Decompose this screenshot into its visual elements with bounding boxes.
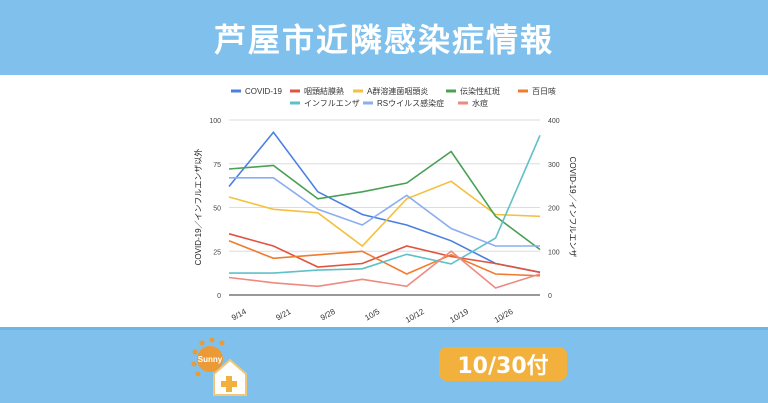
y-tick-right: 200 — [548, 206, 560, 213]
legend-label: 百日咳 — [532, 86, 556, 96]
footer — [0, 327, 768, 403]
series-line-7 — [228, 250, 541, 289]
y-tick-left: 25 — [213, 249, 221, 256]
logo-text: Sunny — [198, 355, 223, 364]
y-tick-right: 400 — [548, 118, 560, 125]
series-line-6 — [229, 177, 540, 247]
x-tick-label: 10/12 — [404, 307, 426, 325]
y-tick-left: 0 — [217, 293, 221, 300]
series-line-1 — [228, 233, 541, 274]
date-badge: 10/30付 — [439, 347, 567, 381]
x-tick-label: 9/28 — [319, 307, 337, 323]
series-line-4 — [228, 240, 541, 277]
y-tick-right: 300 — [548, 162, 560, 169]
y-tick-right: 100 — [548, 249, 560, 256]
sunny-logo: Sunny — [190, 337, 250, 398]
x-tick-label: 10/5 — [363, 307, 381, 323]
series-line-0 — [228, 131, 541, 274]
legend-label: RSウイルス感染症 — [377, 98, 444, 108]
y-axis-label-right: COVID-19／インフルエンザ — [568, 157, 577, 258]
series-line-3 — [228, 150, 541, 251]
y-axis-label-left: COVID-19／インフルエンザ以外 — [193, 149, 203, 266]
x-tick-label: 10/26 — [493, 307, 515, 325]
x-tick-label: 10/19 — [448, 307, 470, 325]
legend-label: A群溶連菌咽頭炎 — [367, 86, 428, 96]
x-tick-label: 9/14 — [230, 307, 248, 323]
legend-label: 伝染性紅斑 — [460, 86, 500, 96]
legend-label: 水痘 — [472, 98, 488, 108]
x-tick-label: 9/21 — [274, 307, 292, 323]
legend-label: COVID-19 — [245, 87, 282, 96]
y-tick-right: 0 — [548, 293, 552, 300]
y-tick-left: 75 — [213, 162, 221, 169]
y-tick-left: 100 — [209, 118, 221, 125]
header: 芦屋市近隣感染症情報 — [0, 0, 768, 75]
page-title: 芦屋市近隣感染症情報 — [213, 20, 554, 59]
series-line-2 — [228, 180, 541, 248]
legend-label: インフルエンザ — [304, 99, 360, 108]
legend-label: 咽頭結膜熱 — [304, 86, 344, 96]
series-line-5 — [229, 134, 541, 274]
chart-panel: 0 25 50 75 100 0 100 200 300 400 9/14 9/21 9/28 10/5 1… — [0, 75, 768, 327]
line-chart: 0 25 50 75 100 0 100 200 300 400 9/14 9/21 9/28 10/5 1… — [193, 86, 577, 325]
y-tick-left: 50 — [213, 206, 221, 213]
